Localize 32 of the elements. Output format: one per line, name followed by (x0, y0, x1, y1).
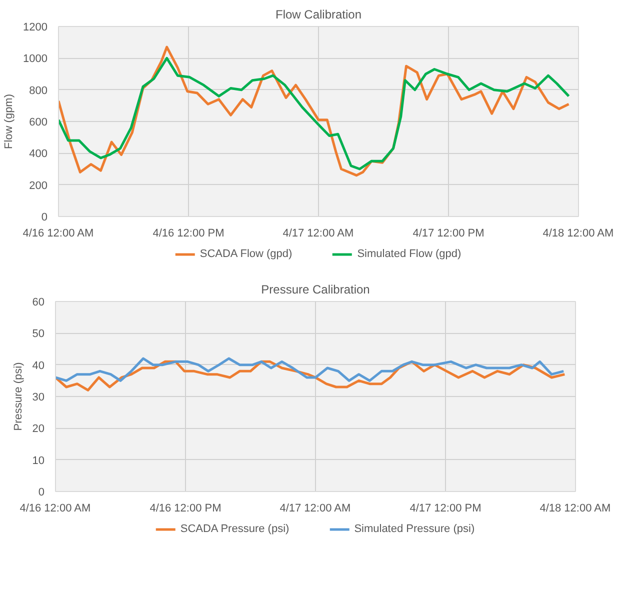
x-tick-label: 4/17 12:00 AM (282, 228, 354, 240)
x-tick-label: 4/17 12:00 AM (280, 502, 351, 514)
x-tick-label: 4/17 12:00 PM (412, 228, 484, 240)
x-tick-label: 4/18 12:00 AM (540, 502, 611, 514)
y-tick-label: 60 (32, 296, 45, 308)
y-tick-label: 50 (32, 328, 45, 340)
legend-label: SCADA Pressure (psi) (180, 523, 290, 535)
y-tick-label: 10 (32, 454, 45, 467)
x-tick-label: 4/16 12:00 PM (150, 502, 222, 514)
y-tick-label: 400 (29, 148, 48, 160)
y-tick-label: 200 (29, 180, 48, 192)
x-tick-label: 4/17 12:00 PM (410, 502, 482, 514)
y-tick-label: 0 (41, 212, 48, 224)
y-tick-label: 600 (29, 116, 48, 128)
chart-title: Flow Calibration (275, 8, 362, 22)
y-axis-title: Pressure (psi) (12, 362, 24, 431)
y-tick-label: 30 (32, 392, 45, 404)
x-tick-label: 4/16 12:00 AM (20, 502, 91, 514)
x-tick-label: 4/16 12:00 PM (152, 228, 224, 240)
y-tick-label: 1000 (23, 53, 48, 66)
legend-label: SCADA Flow (gpd) (200, 248, 292, 260)
y-axis-title: Flow (gpm) (3, 94, 16, 150)
chart-title: Pressure Calibration (261, 282, 370, 296)
legend-label: Simulated Pressure (psi) (354, 523, 475, 535)
y-tick-label: 800 (29, 84, 48, 97)
y-tick-label: 40 (32, 360, 45, 372)
x-tick-label: 4/18 12:00 AM (542, 228, 614, 240)
y-tick-label: 1200 (23, 22, 48, 34)
x-tick-label: 4/16 12:00 AM (22, 228, 94, 240)
y-tick-label: 20 (32, 423, 45, 436)
legend-label: Simulated Flow (gpd) (357, 248, 462, 260)
y-tick-label: 0 (38, 486, 45, 498)
